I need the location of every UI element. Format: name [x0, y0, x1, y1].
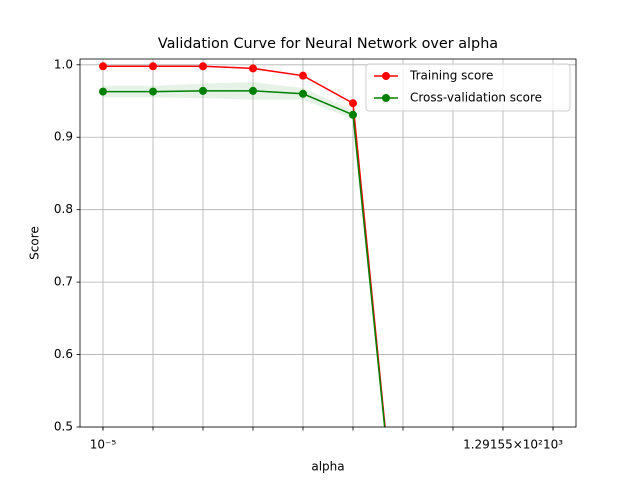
y-tick-label: 0.7 — [54, 275, 73, 289]
legend-label: Training score — [409, 69, 493, 83]
y-tick-label: 0.9 — [54, 130, 73, 144]
point — [298, 89, 307, 98]
point — [99, 87, 108, 96]
legend-marker — [382, 72, 390, 80]
y-tick-label: 0.5 — [54, 420, 73, 434]
x-axis-label: alpha — [311, 460, 344, 474]
point — [149, 87, 158, 96]
axes-frame — [79, 58, 577, 428]
legend-box — [365, 63, 571, 112]
ticks: 10⁻⁵ 1.29155×10² 10³ 0.5 0.6 0.7 0.8 0.9 1.0 — [54, 57, 563, 451]
y-tick-label: 1.0 — [54, 57, 73, 71]
x-tick-label: 10⁻⁵ — [90, 438, 117, 452]
legend: Training score Cross-validation score — [365, 63, 571, 112]
point — [248, 64, 257, 73]
series-line — [103, 65, 386, 427]
point — [198, 62, 207, 71]
x-tick-label: 1.29155×10² — [463, 438, 543, 452]
point — [99, 62, 108, 71]
chart-title: Validation Curve for Neural Network over… — [158, 36, 498, 52]
legend-marker — [382, 94, 390, 102]
y-tick-label: 0.6 — [54, 347, 73, 361]
point — [149, 62, 158, 71]
point — [348, 110, 357, 119]
point — [248, 86, 257, 95]
x-tick-label: 10³ — [543, 438, 563, 452]
y-tick-label: 0.8 — [54, 202, 73, 216]
point — [298, 71, 307, 80]
point — [198, 86, 207, 95]
series-line — [103, 90, 386, 427]
y-axis-label: Score — [28, 226, 42, 260]
plot-area — [99, 62, 386, 427]
legend-label: Cross-validation score — [410, 91, 542, 105]
point — [348, 99, 357, 108]
